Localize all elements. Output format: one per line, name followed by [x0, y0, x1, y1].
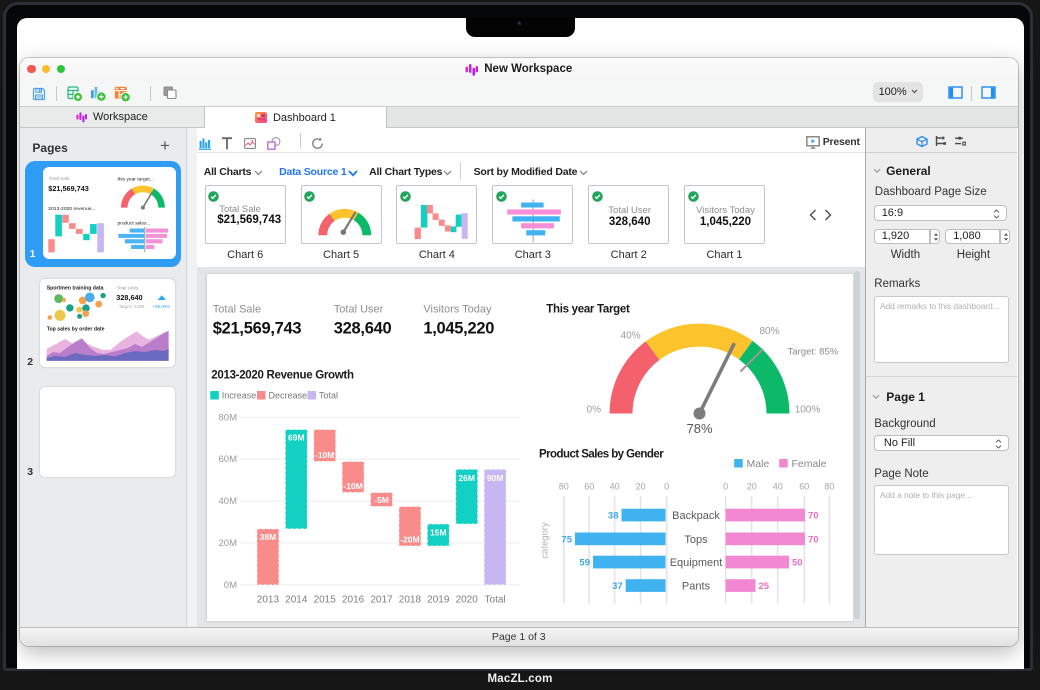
svg-text:80: 80 — [825, 481, 835, 491]
svg-text:-5M: -5M — [375, 495, 390, 505]
svg-text:Total Sale: Total Sale — [48, 176, 69, 182]
svg-text:25: 25 — [759, 581, 770, 592]
svg-text:40: 40 — [773, 481, 783, 491]
svg-text:78%: 78% — [687, 421, 713, 436]
svg-text:40%: 40% — [621, 330, 641, 341]
svg-text:100%: 100% — [795, 404, 821, 415]
svg-text:Total User: Total User — [334, 303, 384, 315]
svg-text:2014: 2014 — [286, 594, 309, 605]
svg-text:2016: 2016 — [342, 594, 365, 605]
svg-text:This year Target: This year Target — [547, 303, 631, 315]
svg-text:Pants: Pants — [682, 580, 711, 592]
svg-text:0%: 0% — [587, 404, 602, 415]
svg-text:Sportmen training data: Sportmen training data — [46, 285, 103, 291]
svg-text:Total Units: Total Units — [116, 285, 138, 290]
svg-text:Female: Female — [792, 458, 827, 470]
svg-text:60: 60 — [585, 481, 595, 491]
svg-text:Total: Total — [485, 594, 506, 605]
svg-text:Total Sale: Total Sale — [213, 303, 261, 315]
svg-text:328,640: 328,640 — [334, 319, 392, 337]
svg-text:Increase: Increase — [222, 390, 257, 400]
svg-text:80M: 80M — [219, 412, 238, 423]
svg-text:20M: 20M — [219, 538, 238, 549]
svg-text:80%: 80% — [760, 326, 780, 337]
svg-text:0: 0 — [724, 481, 729, 491]
svg-text:0M: 0M — [224, 579, 237, 590]
svg-text:2018: 2018 — [399, 594, 422, 605]
svg-text:15M: 15M — [431, 527, 448, 537]
svg-text:+95.00%: +95.00% — [152, 304, 170, 309]
svg-text:2013: 2013 — [257, 594, 280, 605]
svg-text:90M: 90M — [487, 472, 504, 482]
svg-text:2013-2020 Revenue Growth: 2013-2020 Revenue Growth — [212, 369, 355, 381]
svg-text:Decrease: Decrease — [269, 390, 308, 400]
svg-text:1,045,220: 1,045,220 — [424, 319, 495, 337]
svg-text:328,640: 328,640 — [116, 293, 142, 302]
svg-text:Backpack: Backpack — [673, 510, 721, 522]
svg-text:Visitors Today: Visitors Today — [424, 303, 493, 315]
svg-text:60M: 60M — [219, 454, 238, 465]
svg-text:20: 20 — [747, 481, 757, 491]
svg-text:Tops: Tops — [685, 533, 709, 545]
svg-text:Top sales by order date: Top sales by order date — [46, 326, 104, 332]
svg-text:$21,569,743: $21,569,743 — [213, 319, 302, 337]
svg-text:26M: 26M — [459, 472, 476, 482]
svg-text:38: 38 — [608, 510, 619, 521]
svg-text:20: 20 — [636, 481, 646, 491]
svg-text:Male: Male — [747, 458, 770, 470]
svg-text:80: 80 — [559, 481, 569, 491]
svg-text:-20M: -20M — [401, 534, 420, 544]
svg-text:0: 0 — [665, 481, 670, 491]
svg-text:60: 60 — [800, 481, 810, 491]
svg-text:59: 59 — [580, 557, 591, 568]
svg-text:category: category — [540, 522, 551, 559]
svg-text:Target: 3,000: Target: 3,000 — [119, 304, 145, 309]
svg-text:40: 40 — [610, 481, 620, 491]
svg-text:2019: 2019 — [428, 594, 451, 605]
svg-text:Total: Total — [319, 390, 338, 400]
svg-text:50: 50 — [792, 557, 803, 568]
svg-text:75: 75 — [562, 534, 573, 545]
svg-text:Equipment: Equipment — [670, 557, 723, 569]
svg-text:69M: 69M — [289, 432, 306, 442]
svg-text:38M: 38M — [260, 532, 277, 542]
svg-text:70: 70 — [808, 510, 819, 521]
svg-text:2017: 2017 — [371, 594, 394, 605]
svg-text:2015: 2015 — [314, 594, 337, 605]
svg-text:$21,569,743: $21,569,743 — [48, 184, 88, 193]
svg-text:70: 70 — [808, 534, 819, 545]
svg-text:product sales...: product sales... — [117, 221, 150, 227]
svg-text:-10M: -10M — [315, 450, 334, 460]
svg-text:-10M: -10M — [344, 481, 363, 491]
svg-text:Target: 85%: Target: 85% — [788, 346, 839, 357]
svg-text:37: 37 — [613, 581, 624, 592]
svg-text:40M: 40M — [219, 496, 238, 507]
svg-text:this year target...: this year target... — [117, 177, 153, 183]
svg-text:2020: 2020 — [456, 594, 479, 605]
svg-text:Product Sales by Gender: Product Sales by Gender — [539, 448, 664, 460]
svg-text:2013-2020 revenue...: 2013-2020 revenue... — [48, 206, 95, 212]
